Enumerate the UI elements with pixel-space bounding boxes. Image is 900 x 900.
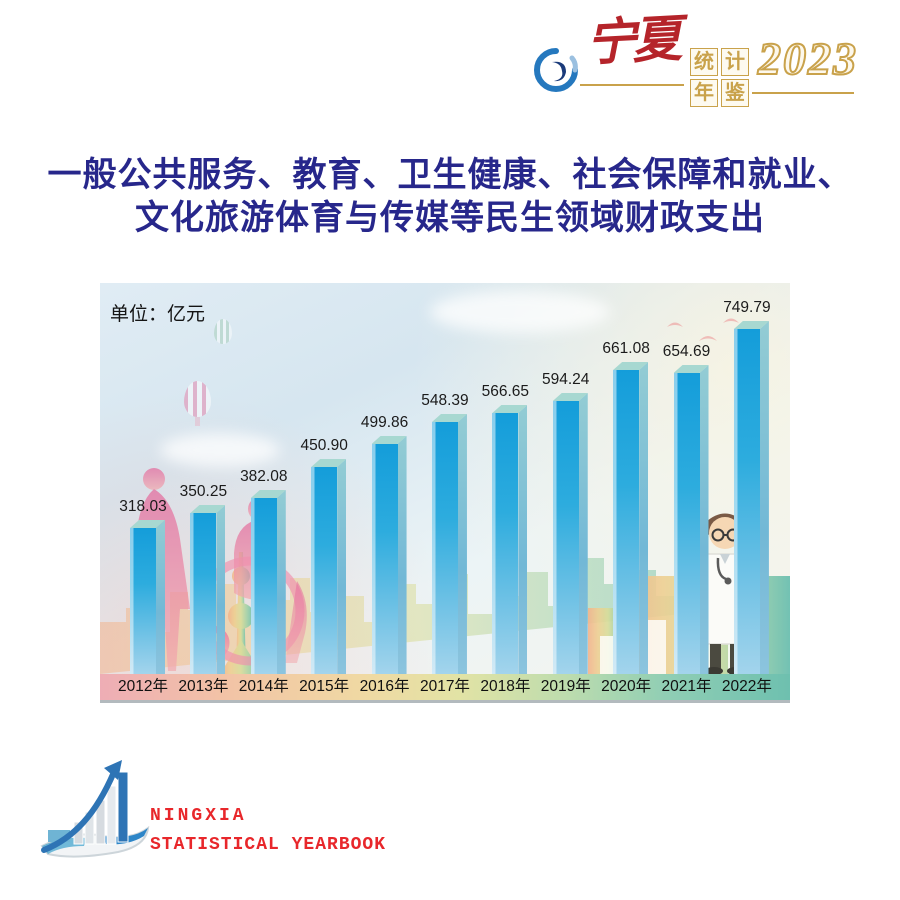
- boxed-char: 计: [721, 48, 749, 76]
- bar: [552, 401, 579, 674]
- brand-year: 2023: [757, 33, 858, 84]
- bar: [130, 528, 156, 674]
- axis-tick-label: 2022年: [721, 678, 772, 695]
- globe-swirl-icon: [534, 48, 578, 92]
- bar: [492, 413, 519, 674]
- bar-group: 318.03 350.25 382.08 450.90 499.86 548.39 566.…: [100, 299, 790, 674]
- book-chart-icon: [40, 760, 150, 858]
- bar-value-label: 749.79: [723, 299, 771, 316]
- bar-value-label: 382.08: [240, 468, 288, 485]
- boxed-char: 年: [690, 79, 718, 107]
- bar-column: 450.90: [295, 437, 353, 674]
- bar-column: 661.08: [597, 340, 655, 674]
- bar: [733, 329, 760, 674]
- brand-name-cn: 宁夏: [584, 10, 680, 72]
- page-title: 一般公共服务、教育、卫生健康、社会保障和就业、 文化旅游体育与传媒等民生领域财政…: [0, 154, 900, 240]
- axis-tick-label: 2013年: [178, 678, 229, 695]
- bar: [371, 444, 398, 674]
- gold-divider-line: [580, 84, 684, 86]
- bar-column: 499.86: [356, 414, 414, 674]
- axis-tick-label: 2017年: [419, 678, 470, 695]
- bar: [250, 498, 277, 674]
- axis-tick-label: 2020年: [601, 678, 652, 695]
- axis-labels: 2012年 2013年 2014年 2015年 2016年 2017年 2018年 2019年…: [100, 674, 790, 700]
- bar-value-label: 350.25: [179, 483, 228, 500]
- boxed-char: 统: [690, 48, 718, 76]
- axis-tick-label: 2018年: [480, 678, 531, 695]
- bar-column: 749.79: [718, 299, 776, 674]
- bar: [613, 370, 640, 674]
- page-title-line2: 文化旅游体育与传媒等民生领域财政支出: [135, 199, 765, 237]
- footer-brand-line2: STATISTICAL YEARBOOK: [150, 835, 387, 855]
- footer-brand-line1: NINGXIA: [150, 806, 247, 826]
- axis-tick-label: 2021年: [661, 678, 712, 695]
- gold-divider-line: [752, 92, 854, 94]
- bar-value-label: 548.39: [421, 392, 469, 409]
- bar-column: 548.39: [416, 392, 474, 674]
- bar-column: 318.03: [114, 498, 172, 674]
- axis-tick-label: 2012年: [118, 678, 168, 695]
- bar-value-label: 499.86: [360, 414, 409, 431]
- bar-column: 594.24: [537, 371, 595, 674]
- bar: [190, 513, 217, 674]
- bar-value-label: 654.69: [662, 343, 711, 360]
- page-title-line1: 一般公共服务、教育、卫生健康、社会保障和就业、: [47, 156, 853, 194]
- boxed-char: 鉴: [721, 79, 749, 107]
- chart-panel: 单位：亿元 318.03 350.25 382.08 450.90 499.86 548.…: [100, 283, 790, 703]
- hot-air-balloon-icon: [184, 381, 211, 426]
- bar-value-label: 318.03: [119, 498, 167, 515]
- brand-boxed-chars: 统 计 年 鉴: [690, 48, 749, 107]
- bar: [431, 422, 458, 674]
- bar-column: 350.25: [174, 483, 232, 674]
- unit-label: 单位：亿元: [110, 304, 206, 325]
- bar-value-label: 594.24: [542, 371, 590, 388]
- bar-value-label: 450.90: [300, 437, 348, 454]
- footer-brand: NINGXIA STATISTICAL YEARBOOK: [150, 806, 386, 855]
- bar-column: 654.69: [658, 343, 716, 674]
- axis-tick-label: 2015年: [299, 678, 350, 695]
- cloud-decoration: [430, 291, 610, 333]
- bar-column: 382.08: [235, 468, 293, 674]
- bar: [311, 467, 338, 674]
- hot-air-balloon-icon: [214, 319, 232, 344]
- bar-value-label: 661.08: [602, 340, 650, 357]
- cloud-decoration: [160, 433, 280, 467]
- axis-tick-label: 2019年: [540, 678, 591, 695]
- bar-column: 566.65: [476, 383, 534, 674]
- axis-band: [100, 674, 790, 700]
- bar: [673, 373, 700, 674]
- header-logo: 宁夏 统 计 年 鉴 2023: [534, 11, 857, 122]
- axis-tick-label: 2016年: [359, 678, 410, 695]
- bar-value-label: 566.65: [481, 383, 530, 400]
- axis-tick-label: 2014年: [238, 678, 289, 695]
